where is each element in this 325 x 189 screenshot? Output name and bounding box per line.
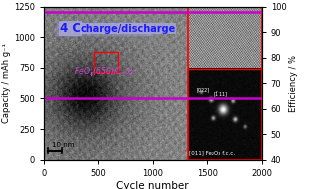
Text: 10 nm: 10 nm	[52, 143, 74, 148]
Text: [011] Fe₂O₃ f.c.c.: [011] Fe₂O₃ f.c.c.	[189, 150, 235, 155]
Bar	[94, 52, 118, 71]
Y-axis label: Capacity / mAh g⁻¹: Capacity / mAh g⁻¹	[2, 43, 11, 123]
X-axis label: Cycle number: Cycle number	[116, 180, 189, 189]
Text: charge/discharge: charge/discharge	[80, 24, 176, 34]
Text: FeO$_x$(650)/C_ox: FeO$_x$(650)/C_ox	[74, 65, 136, 78]
Bar	[188, 7, 262, 160]
Text: [$\bar{1}$11]: [$\bar{1}$11]	[213, 91, 227, 100]
Text: 4 C: 4 C	[60, 22, 81, 35]
Y-axis label: Efficiency / %: Efficiency / %	[289, 55, 298, 112]
Text: [022]: [022]	[196, 87, 209, 92]
Bar	[56, 22, 154, 36]
